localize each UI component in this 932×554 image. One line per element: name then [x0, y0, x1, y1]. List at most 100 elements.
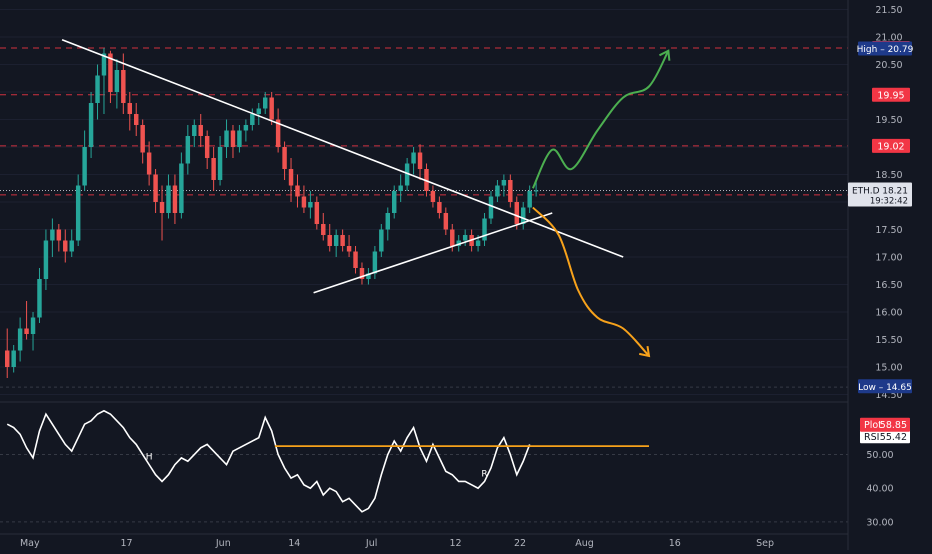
candle-body — [127, 103, 132, 114]
price-tick-label: 16.50 — [875, 280, 902, 291]
candle-body — [392, 191, 397, 213]
plot-value-badge — [860, 417, 910, 432]
rsi-pivot-label: R — [481, 469, 487, 479]
candle-body — [346, 246, 352, 252]
trendlines[interactable] — [61, 39, 624, 294]
candle-body — [450, 229, 455, 246]
price-tick-label: 15.50 — [875, 335, 902, 346]
time-axis-label: Aug — [575, 538, 594, 549]
candle-body — [172, 185, 178, 213]
candle-body — [353, 251, 358, 268]
last-price-symbol: ETH.D — [852, 186, 880, 196]
candle-body — [462, 235, 468, 241]
candle-body — [211, 158, 216, 180]
candle-body — [488, 196, 494, 219]
candle-body — [37, 279, 42, 318]
candle-body — [101, 53, 107, 76]
candle-body — [521, 207, 526, 224]
candle-body — [321, 224, 326, 235]
candle-body — [198, 125, 203, 136]
candle-body — [430, 191, 436, 202]
candle-body — [88, 103, 94, 147]
candle-body — [372, 251, 378, 274]
candle-body — [301, 196, 307, 208]
candle-body — [514, 202, 519, 224]
high-badge — [858, 41, 912, 56]
rsi-tick-label: 30.00 — [866, 517, 893, 528]
candle-body — [114, 70, 120, 92]
candle-body — [75, 185, 81, 241]
price-tick-label: 21.50 — [875, 5, 902, 16]
projection-arrows[interactable] — [531, 49, 671, 358]
candle-body — [217, 147, 223, 180]
time-axis-label: 22 — [514, 538, 526, 549]
candle-body — [134, 114, 139, 125]
candle-body — [82, 147, 87, 186]
rsi-badge-label: RSI — [864, 432, 879, 443]
candle-body — [385, 213, 390, 230]
rsi-pane: HR — [0, 386, 848, 523]
bearish-path-arrowhead — [639, 345, 651, 358]
time-axis-label: 12 — [449, 538, 461, 549]
candle-body — [411, 152, 416, 164]
rsi-pivot-label: H — [146, 453, 153, 463]
candle-body — [437, 202, 442, 213]
price-axis-panel[interactable] — [848, 0, 932, 550]
candle-body — [11, 350, 16, 367]
price-tick-label: 21.00 — [875, 33, 902, 44]
candle-body — [533, 190, 539, 192]
time-axis-label: Jun — [215, 538, 231, 549]
candle-body — [121, 70, 126, 103]
time-axis-label: 16 — [669, 538, 681, 549]
candle-body — [366, 273, 371, 279]
candle-body — [288, 169, 294, 186]
candle-body — [95, 75, 100, 103]
candle-body — [153, 174, 158, 202]
candle-body — [417, 152, 423, 169]
candle-body — [250, 114, 255, 125]
candle-body — [275, 119, 281, 147]
time-axis-label: 14 — [288, 538, 300, 549]
bearish-path-curve[interactable] — [532, 206, 650, 357]
last-price-badge — [848, 182, 912, 207]
candle-body — [508, 180, 513, 202]
price-tick-label: 19.50 — [875, 115, 902, 126]
price-tick-label: 18.50 — [875, 170, 902, 181]
candle-body — [5, 350, 10, 367]
rsi-axis[interactable]: 50.00 40.00 30.00 — [866, 450, 893, 528]
candle-body — [404, 163, 410, 186]
candlestick-series — [5, 48, 539, 378]
level-badge-label: 19.95 — [877, 90, 904, 101]
candle-body — [482, 218, 487, 241]
bullish-path-curve[interactable] — [531, 50, 670, 189]
price-tick-label: 20.50 — [875, 60, 902, 71]
time-axis[interactable]: May 17 Jun 14 Jul 12 22 Aug 16 Sep — [0, 533, 848, 549]
candle-body — [140, 125, 145, 153]
candle-body — [340, 235, 345, 246]
last-price-value: 18.21 — [882, 186, 908, 196]
candle-body — [56, 229, 62, 241]
candle-body — [314, 202, 320, 224]
candle-body — [495, 185, 500, 197]
ascending-support-line[interactable] — [313, 212, 553, 294]
candle-body — [327, 235, 332, 246]
candle-body — [24, 328, 29, 334]
candle-body — [256, 108, 261, 114]
rsi-tick-label: 40.00 — [866, 484, 893, 495]
rsi-value-badge — [860, 429, 910, 444]
price-tick-label: 14.50 — [875, 390, 902, 401]
candle-body — [308, 202, 313, 208]
level-badge-label: 19.02 — [877, 141, 904, 152]
candle-body — [63, 240, 68, 252]
last-price-countdown: 19:32:42 — [870, 196, 908, 206]
candle-body — [230, 130, 236, 147]
time-axis-label: Sep — [756, 538, 774, 549]
price-tick-label: 15.00 — [875, 363, 902, 374]
price-tick-label: 16.00 — [875, 308, 902, 319]
candle-body — [243, 125, 249, 131]
candle-body — [359, 268, 365, 279]
rsi-line — [6, 409, 531, 513]
candle-body — [333, 235, 339, 246]
